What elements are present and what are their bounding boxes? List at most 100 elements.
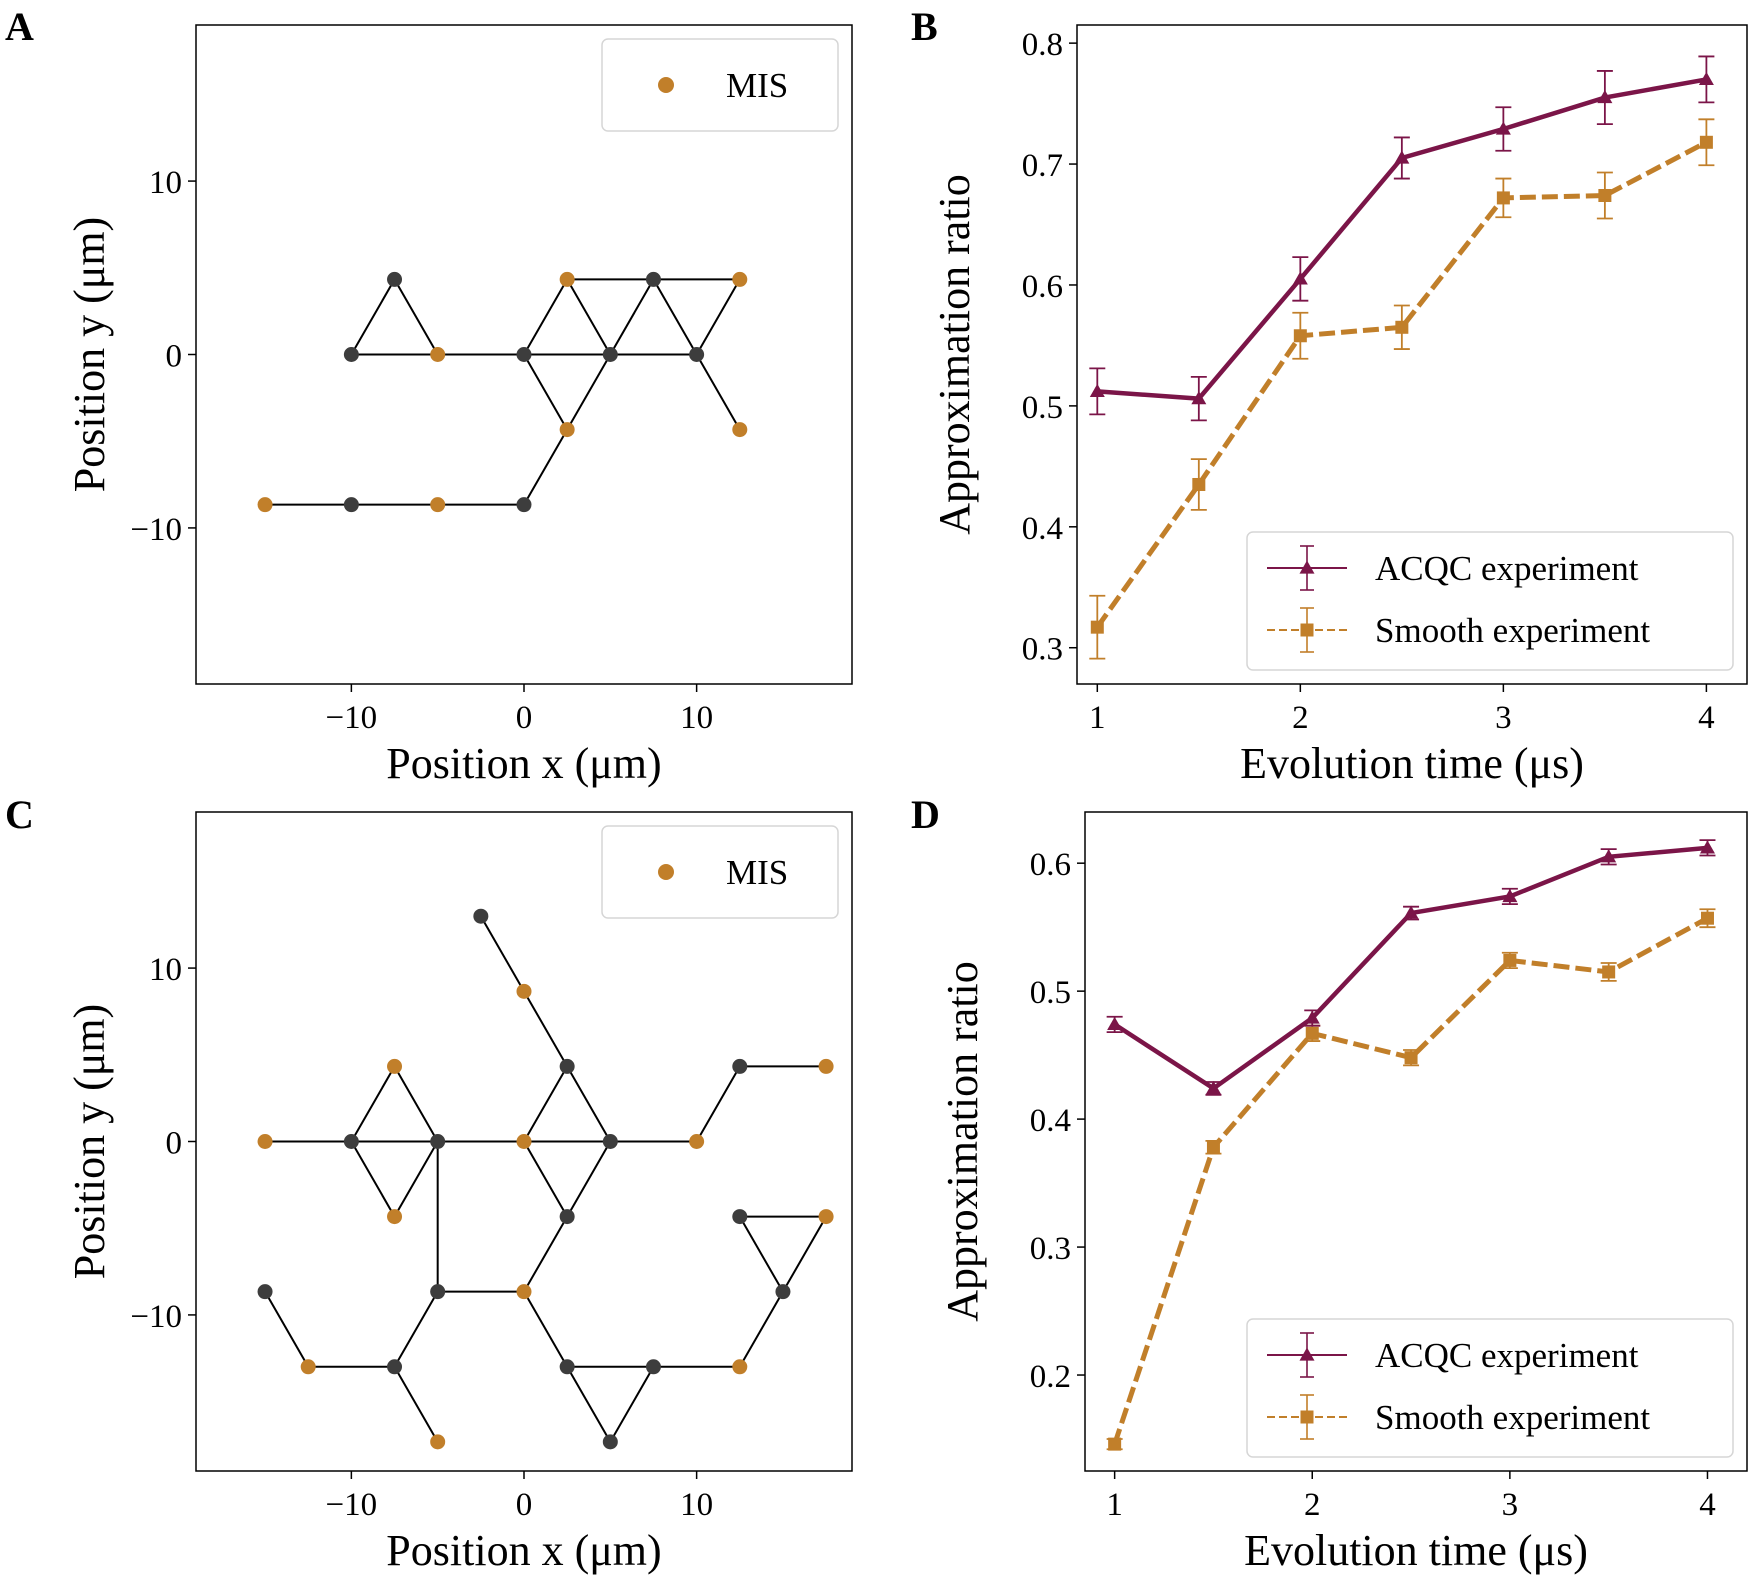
x-tick-label: 3 (1495, 700, 1512, 736)
legend: ACQC experiment Smooth experiment (1246, 1318, 1734, 1458)
axes-frame (1084, 811, 1748, 1472)
legend-label: MIS (726, 853, 788, 892)
panel-letter: B (911, 4, 938, 49)
graph-edge (523, 1291, 569, 1368)
graph-edge (566, 278, 612, 355)
y-tick-label: 0.3 (1030, 1231, 1071, 1267)
y-tick-label: 0.3 (1022, 632, 1063, 668)
y-tick-label: 0 (166, 1126, 183, 1162)
triangle-marker (1299, 1347, 1315, 1361)
graph-node (602, 1134, 618, 1149)
graph-node (387, 271, 403, 287)
mis-node (732, 1359, 748, 1375)
mis-node (257, 1134, 273, 1149)
x-tick-label: −10 (326, 1487, 378, 1523)
square-marker (1305, 1026, 1319, 1040)
square-marker (1496, 191, 1510, 205)
legend: MIS (601, 38, 839, 132)
y-axis-label: Approximation ratio (930, 174, 979, 535)
graph-edge (479, 915, 525, 992)
square-marker (1293, 329, 1307, 343)
y-tick-label: 0.7 (1022, 148, 1063, 184)
graph-edge (738, 1291, 784, 1368)
graph-node (516, 347, 532, 362)
y-tick-label: 0.4 (1030, 1103, 1071, 1139)
triangle-marker (1299, 560, 1315, 574)
graph-edge (393, 1366, 439, 1443)
graph-node (343, 1134, 359, 1149)
graph-edge (523, 1065, 569, 1142)
legend: ACQC experiment Smooth experiment (1246, 531, 1734, 671)
graph-edge (695, 1065, 741, 1142)
x-tick-label: 4 (1699, 1487, 1716, 1523)
mis-node (732, 422, 748, 438)
graph-edge (523, 354, 569, 431)
square-marker (1700, 911, 1714, 925)
triangle-marker (1292, 271, 1308, 285)
graph-edge (782, 1216, 827, 1293)
triangle-marker (1495, 121, 1511, 135)
legend-box (1246, 1318, 1734, 1458)
x-tick-label: 10 (680, 700, 713, 736)
graph-edge (523, 278, 569, 355)
x-axis-label: Evolution time (μs) (1244, 1526, 1588, 1575)
graph-node (559, 1058, 575, 1074)
x-tick-label: 4 (1698, 700, 1715, 736)
graph-node (343, 497, 359, 513)
graph-edge (652, 278, 698, 355)
mis-node (516, 1284, 532, 1300)
y-tick-label: −10 (130, 1299, 182, 1335)
panel-d: D ACQC experiment Smooth experiment 1 2 3 4 0.2… (911, 792, 1748, 1575)
graph-edge (350, 1065, 396, 1142)
legend-label: Smooth experiment (1375, 1398, 1650, 1437)
graph-edge (393, 1065, 439, 1142)
legend-label: MIS (726, 66, 788, 105)
x-tick-label: 2 (1304, 1487, 1321, 1523)
x-tick-label: 1 (1106, 1487, 1123, 1523)
panel-letter: C (5, 792, 34, 837)
triangle-marker (1699, 840, 1715, 854)
square-marker (1300, 1410, 1314, 1424)
graph-node (645, 271, 661, 287)
mis-node (559, 422, 575, 438)
mis-node (300, 1359, 316, 1375)
y-axis-label: Position y (μm) (65, 217, 114, 492)
panel-letter: D (911, 792, 940, 837)
legend-box (1246, 531, 1734, 671)
axes-frame (1076, 24, 1748, 685)
mis-node (257, 497, 273, 513)
square-marker (1699, 135, 1713, 149)
graph-node (343, 347, 359, 362)
legend-marker (658, 864, 674, 880)
triangle-marker (1304, 1010, 1320, 1024)
triangle-marker (1205, 1080, 1221, 1095)
y-tick-label: 10 (149, 165, 182, 201)
y-axis-label: Approximation ratio (938, 961, 987, 1322)
triangle-marker (1394, 150, 1410, 164)
square-marker (1598, 188, 1612, 202)
graph-edge (566, 1366, 612, 1443)
x-tick-label: 1 (1089, 700, 1106, 736)
graph-node (775, 1284, 791, 1300)
graph-node (559, 1359, 575, 1375)
graph-node (387, 1359, 403, 1375)
triangle-marker (1107, 1016, 1123, 1031)
graph-node (473, 908, 489, 924)
square-marker (1602, 965, 1616, 979)
graph-edge (523, 1216, 569, 1293)
x-tick-label: 0 (516, 700, 533, 736)
y-tick-label: 10 (149, 952, 182, 988)
graph-edge (523, 990, 569, 1067)
graph (257, 271, 748, 513)
graph-edge (609, 1366, 655, 1443)
square-marker (1206, 1140, 1220, 1154)
series-acqc (1106, 839, 1716, 1096)
graph-edge (393, 278, 439, 355)
legend-box (601, 825, 839, 919)
graph-node (689, 347, 705, 362)
mis-node (516, 983, 532, 999)
graph-edge (695, 354, 741, 431)
triangle-marker (1502, 888, 1518, 903)
graph-edge (566, 1065, 612, 1142)
